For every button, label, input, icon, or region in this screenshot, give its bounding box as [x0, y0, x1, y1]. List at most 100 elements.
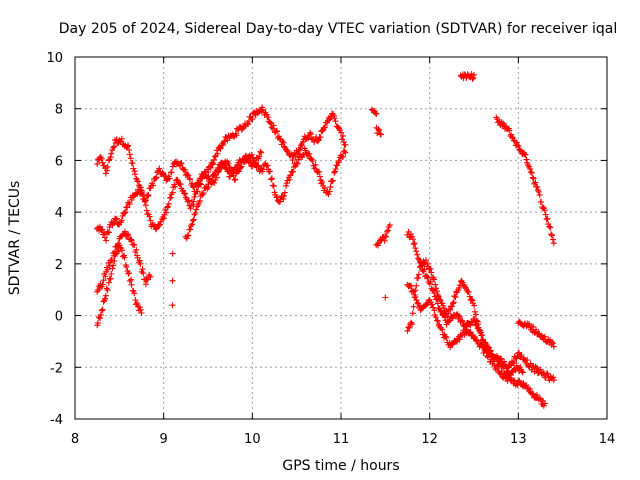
data-point	[147, 217, 154, 224]
data-point	[284, 147, 291, 154]
data-point	[477, 329, 484, 336]
data-point	[113, 243, 120, 250]
data-point	[441, 305, 447, 312]
data-point	[290, 168, 296, 175]
data-point	[319, 179, 326, 186]
data-point	[217, 145, 224, 152]
data-point	[100, 277, 107, 284]
data-point	[286, 176, 293, 183]
data-point	[126, 147, 133, 153]
data-point	[548, 231, 555, 238]
data-point	[534, 183, 541, 190]
data-point	[212, 153, 219, 160]
data-point	[509, 360, 516, 367]
data-point	[309, 158, 316, 164]
data-point	[283, 182, 289, 189]
data-point	[548, 339, 555, 346]
data-point	[101, 234, 108, 241]
data-point	[189, 221, 196, 228]
data-point	[177, 160, 184, 167]
data-point	[137, 306, 144, 313]
data-point	[227, 173, 233, 180]
data-point	[461, 323, 468, 330]
data-point	[102, 273, 109, 280]
data-point	[473, 337, 480, 344]
data-point	[412, 245, 419, 252]
data-point	[471, 72, 477, 79]
data-point	[111, 143, 118, 150]
data-point	[105, 229, 112, 236]
data-point	[98, 227, 105, 234]
data-point	[518, 352, 525, 358]
data-point	[190, 216, 197, 223]
data-point	[269, 182, 276, 189]
data-point	[104, 266, 111, 273]
data-point	[441, 314, 448, 321]
data-points	[94, 71, 557, 409]
data-point	[252, 161, 259, 168]
data-point	[469, 75, 476, 82]
data-point	[280, 139, 287, 146]
data-point	[523, 156, 530, 163]
data-point	[190, 198, 197, 205]
data-point	[541, 400, 548, 407]
data-point	[110, 144, 117, 151]
data-point	[132, 171, 138, 178]
data-point	[280, 196, 287, 202]
data-point	[550, 343, 557, 350]
data-point	[185, 172, 192, 179]
data-point	[317, 134, 324, 141]
data-point	[113, 215, 120, 222]
data-point	[322, 124, 328, 131]
data-point	[382, 294, 389, 301]
data-point	[541, 333, 548, 340]
data-point	[410, 236, 417, 243]
data-point	[471, 302, 478, 309]
y-tick-label: -2	[50, 361, 63, 376]
data-point	[335, 159, 342, 166]
data-point	[541, 207, 548, 214]
data-point	[424, 261, 431, 267]
data-point	[410, 241, 417, 248]
data-point	[325, 191, 332, 198]
data-point	[211, 156, 218, 163]
data-point	[187, 226, 194, 233]
data-point	[386, 222, 393, 229]
data-point	[478, 332, 485, 339]
data-point	[450, 300, 456, 307]
data-point	[373, 110, 380, 117]
data-point	[329, 177, 336, 184]
data-point	[128, 281, 135, 288]
data-point	[222, 165, 229, 172]
data-point	[461, 283, 468, 290]
data-point	[152, 175, 159, 182]
data-point	[405, 324, 412, 331]
data-point	[294, 150, 301, 157]
data-point	[267, 119, 273, 126]
data-point	[134, 300, 140, 307]
data-point	[180, 187, 186, 194]
data-point	[430, 286, 436, 293]
data-point	[232, 176, 239, 183]
data-point	[193, 206, 200, 213]
data-point	[189, 180, 196, 187]
data-point	[275, 133, 282, 140]
data-point	[468, 296, 475, 303]
x-tick-label: 12	[421, 432, 438, 447]
data-point	[169, 189, 176, 196]
data-point	[407, 231, 414, 238]
data-point	[281, 193, 287, 199]
data-point	[542, 211, 549, 218]
data-point	[480, 336, 486, 343]
data-point	[430, 304, 436, 311]
data-point	[312, 161, 319, 168]
data-point	[538, 198, 545, 205]
data-point	[157, 221, 163, 228]
data-point	[164, 203, 171, 210]
data-point	[182, 167, 189, 174]
data-point	[105, 157, 112, 164]
data-point	[153, 174, 160, 181]
data-point	[110, 262, 117, 269]
data-point	[108, 271, 115, 277]
data-point	[532, 179, 539, 186]
